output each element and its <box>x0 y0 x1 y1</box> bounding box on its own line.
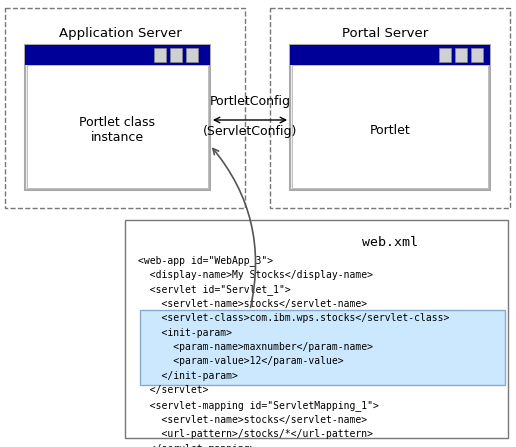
Text: </init-param>: </init-param> <box>138 371 238 381</box>
Bar <box>27 65 208 188</box>
Text: <servlet-mapping id="ServletMapping_1">: <servlet-mapping id="ServletMapping_1"> <box>138 400 379 411</box>
Bar <box>455 48 467 62</box>
Bar <box>186 48 198 62</box>
Bar <box>471 48 483 62</box>
Text: <web-app id="WebApp_3">: <web-app id="WebApp_3"> <box>138 255 273 266</box>
Bar <box>290 45 490 65</box>
Text: Portlet class
instance: Portlet class instance <box>79 116 155 144</box>
Text: <param-value>12</param-value>: <param-value>12</param-value> <box>138 357 344 367</box>
Text: <servlet-name>stocks</servlet-name>: <servlet-name>stocks</servlet-name> <box>138 414 367 425</box>
Bar <box>290 45 490 190</box>
Bar <box>154 48 166 62</box>
Bar <box>125 220 508 438</box>
Bar <box>292 65 488 188</box>
Text: <url-pattern>/stocks/*</url-pattern>: <url-pattern>/stocks/*</url-pattern> <box>138 429 373 439</box>
Bar <box>170 48 182 62</box>
Text: </servlet-mapping>: </servlet-mapping> <box>138 443 255 447</box>
Text: PortletConfig: PortletConfig <box>209 95 291 108</box>
Text: Portal Server: Portal Server <box>342 27 428 40</box>
Text: <servlet id="Servlet_1">: <servlet id="Servlet_1"> <box>138 284 291 295</box>
Text: </servlet>: </servlet> <box>138 385 208 396</box>
Text: Portlet: Portlet <box>369 123 410 136</box>
Text: <init-param>: <init-param> <box>138 328 232 337</box>
Bar <box>5 8 245 208</box>
Bar <box>270 8 510 208</box>
Text: <servlet-class>com.ibm.wps.stocks</servlet-class>: <servlet-class>com.ibm.wps.stocks</servl… <box>138 313 449 323</box>
Bar <box>140 310 505 385</box>
Bar <box>25 45 210 190</box>
Text: <display-name>My Stocks</display-name>: <display-name>My Stocks</display-name> <box>138 270 373 279</box>
Bar <box>25 45 210 65</box>
Text: <servlet-name>stocks</servlet-name>: <servlet-name>stocks</servlet-name> <box>138 299 367 308</box>
Text: (ServletConfig): (ServletConfig) <box>203 125 297 138</box>
Text: web.xml: web.xml <box>362 236 418 249</box>
Text: <param-name>maxnumber</param-name>: <param-name>maxnumber</param-name> <box>138 342 373 352</box>
Text: Application Server: Application Server <box>59 27 182 40</box>
Bar <box>439 48 451 62</box>
